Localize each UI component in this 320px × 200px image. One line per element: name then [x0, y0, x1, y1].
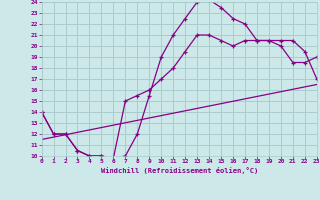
- X-axis label: Windchill (Refroidissement éolien,°C): Windchill (Refroidissement éolien,°C): [100, 167, 258, 174]
